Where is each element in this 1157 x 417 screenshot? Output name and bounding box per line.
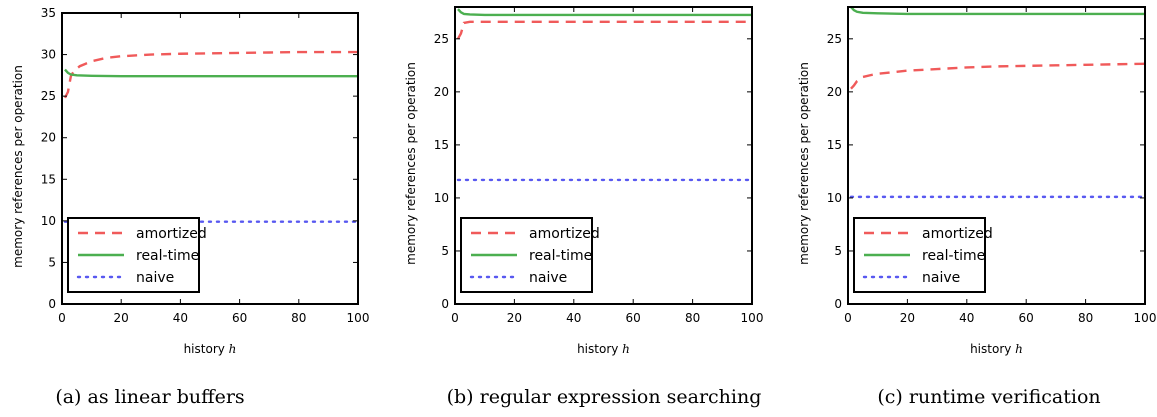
y-tick-label: 5 — [48, 255, 56, 269]
y-tick-label: 10 — [434, 191, 449, 205]
series-line-amortized — [850, 62, 1145, 90]
x-axis-label: history h — [970, 342, 1023, 356]
y-tick-label: 15 — [41, 172, 56, 186]
x-axis-label-variable: h — [622, 342, 630, 356]
figure-caption: (c) runtime verification — [877, 386, 1100, 408]
x-axis-label-text: history — [577, 342, 622, 356]
x-tick-label: 60 — [626, 311, 641, 325]
legend-label-real-time: real-time — [529, 248, 592, 264]
plot-frame — [847, 6, 1146, 305]
x-axis-label-text: history — [970, 342, 1015, 356]
y-tick-label: 0 — [48, 297, 56, 311]
x-axis-label-variable: h — [1015, 342, 1023, 356]
y-tick-label: 15 — [827, 138, 842, 152]
x-tick-label: 0 — [451, 311, 459, 325]
y-tick-label: 35 — [41, 6, 56, 20]
legend-label-amortized: amortized — [136, 226, 207, 242]
y-tick-label: 30 — [41, 48, 56, 62]
y-axis-label: memory references per operation — [404, 62, 418, 265]
x-tick-label: 80 — [685, 311, 700, 325]
series-line-real-time — [64, 68, 358, 78]
y-tick-label: 20 — [434, 85, 449, 99]
y-tick-label: 0 — [441, 297, 449, 311]
x-tick-label: 20 — [507, 311, 522, 325]
y-tick-label: 5 — [441, 244, 449, 258]
y-axis-label: memory references per operation — [797, 62, 811, 265]
chart-panel-3: 0 20 40 60 80 100 0 5 10 15 20 25 history h memory re… — [797, 6, 1157, 408]
y-tick-label: 10 — [41, 214, 56, 228]
x-tick-label: 20 — [114, 311, 129, 325]
x-tick-label: 40 — [959, 311, 974, 325]
chart-panel-2: 0 20 40 60 80 100 0 5 10 15 20 25 history h memory re… — [404, 6, 764, 408]
series-line-real-time — [457, 8, 752, 17]
y-tick-label: 0 — [834, 297, 842, 311]
legend-label-naive: naive — [529, 270, 567, 286]
y-tick-label: 25 — [41, 89, 56, 103]
x-tick-label: 0 — [844, 311, 852, 325]
series-line-real-time — [850, 7, 1145, 16]
x-tick-label: 20 — [900, 311, 915, 325]
x-axis-label-text: history — [184, 342, 229, 356]
y-axis-label: memory references per operation — [11, 65, 25, 268]
x-tick-label: 100 — [741, 311, 764, 325]
x-tick-label: 0 — [58, 311, 66, 325]
y-tick-label: 10 — [827, 191, 842, 205]
x-tick-label: 40 — [566, 311, 581, 325]
x-tick-label: 60 — [232, 311, 247, 325]
y-tick-label: 5 — [834, 244, 842, 258]
x-axis-label: history h — [577, 342, 630, 356]
y-tick-label: 25 — [434, 32, 449, 46]
legend-label-real-time: real-time — [136, 248, 199, 264]
y-tick-label: 20 — [41, 131, 56, 145]
chart-panel-1: 0 20 40 60 80 100 0 5 10 15 20 25 30 35 history h memor… — [11, 6, 369, 408]
series-line-amortized — [63, 50, 358, 99]
legend-label-naive: naive — [922, 270, 960, 286]
y-tick-label: 20 — [827, 85, 842, 99]
x-axis-label: history h — [184, 342, 237, 356]
plot-frame — [61, 12, 359, 305]
x-tick-label: 60 — [1019, 311, 1034, 325]
x-axis-label-variable: h — [229, 342, 237, 356]
x-tick-label: 40 — [173, 311, 188, 325]
y-tick-label: 25 — [827, 32, 842, 46]
x-tick-label: 100 — [347, 311, 370, 325]
series-line-amortized — [456, 20, 752, 40]
x-tick-label: 80 — [1078, 311, 1093, 325]
x-tick-label: 100 — [1134, 311, 1157, 325]
legend-label-naive: naive — [136, 270, 174, 286]
x-tick-label: 80 — [291, 311, 306, 325]
legend-label-amortized: amortized — [922, 226, 993, 242]
legend-label-real-time: real-time — [922, 248, 985, 264]
figure-caption: (b) regular expression searching — [447, 386, 762, 408]
legend-label-amortized: amortized — [529, 226, 600, 242]
y-tick-label: 15 — [434, 138, 449, 152]
figure-caption: (a) as linear buffers — [55, 386, 244, 408]
plot-frame — [454, 6, 753, 305]
